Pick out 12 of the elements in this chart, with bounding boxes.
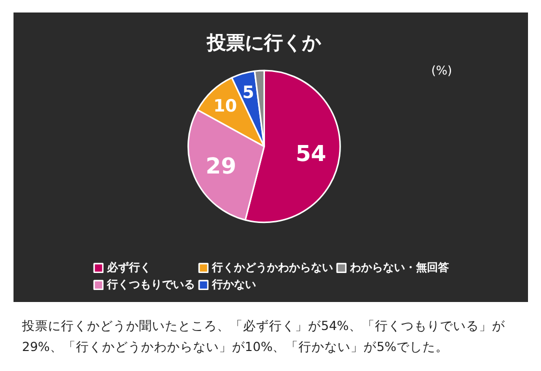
legend-label: 行くつもりでいる [107,277,195,292]
data-label: 29 [206,154,236,180]
legend-label: 必ず行く [107,260,151,275]
legend-label: 行かない [212,277,256,292]
data-label: 10 [213,96,238,116]
legend-label: わからない・無回答 [350,260,449,275]
text: 投票に行くかどうか聞いたところ、「必ず行く」が54%、「行くつもりでいる」が29%、「行くかどうかわからない」が10%、「行かない」が5%でした。 [22,317,506,356]
data-label: 5 [242,83,254,104]
legend-label: 行くかどうかわからない [212,260,333,275]
text: (%) [431,63,452,78]
data-label: 54 [296,142,326,167]
chart-title: 投票に行くか [206,32,322,54]
